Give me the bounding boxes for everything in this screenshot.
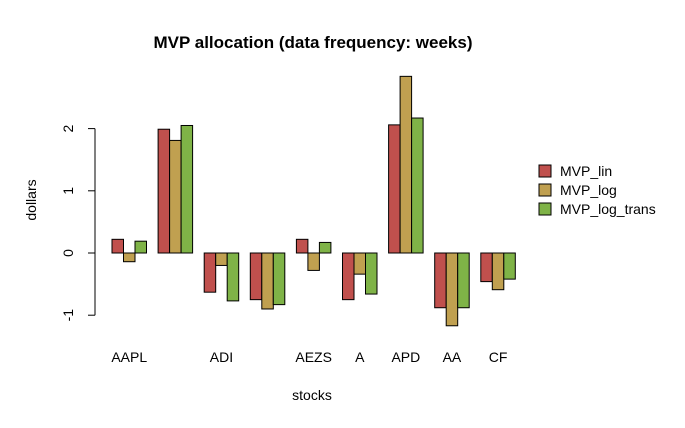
bar-MVP_log_trans-6 [411,117,424,254]
chart-title: MVP allocation (data frequency: weeks) [154,33,473,52]
y-tick-label: 2 [60,124,76,132]
y-axis: -1 0 1 2 [60,124,96,322]
bar-MVP_lin-0 [111,238,124,254]
bar-MVP_log_trans-2 [226,252,240,302]
bar-MVP_lin-1 [157,128,171,254]
legend-swatch-MVP_lin [538,164,552,178]
bar-MVP_lin-7 [434,252,447,309]
bar-MVP_log-8 [491,252,505,291]
bar-MVP_lin-5 [342,252,355,301]
y-tick-label: 1 [60,187,76,195]
bar-MVP_lin-6 [388,124,401,254]
bar-MVP_log-7 [445,252,459,327]
bar-MVP_log_trans-7 [457,252,470,309]
bar-MVP_log_trans-5 [365,252,378,295]
legend: MVP_lin MVP_log MVP_log_trans [538,163,656,217]
x-tick-label: A [355,349,365,365]
bar-MVP_log-0 [123,252,136,263]
bar-MVP_log_trans-0 [134,240,147,254]
bar-MVP_log_trans-1 [180,124,194,254]
bars-group [111,75,516,327]
x-tick-label: AAPL [111,349,147,365]
bar-MVP_log-3 [261,252,274,310]
bar-MVP_lin-3 [249,252,263,301]
x-tick-label: AA [443,349,462,365]
bar-MVP_log-2 [215,252,228,266]
bar-MVP_log-5 [353,252,366,275]
bar-MVP_log_trans-8 [503,252,516,280]
x-tick-labels: AAPL ADI AEZS A APD AA CF [111,349,507,365]
legend-label-MVP_log: MVP_log [560,182,617,198]
bar-MVP_lin-8 [480,252,493,283]
bar-MVP_log_trans-4 [318,241,332,254]
bar-MVP_log-1 [169,139,182,254]
legend-label-MVP_log_trans: MVP_log_trans [560,201,656,217]
legend-swatch-MVP_log [538,183,552,197]
x-axis-title: stocks [292,387,332,403]
legend-label-MVP_lin: MVP_lin [560,163,612,179]
y-tick-label: -1 [60,309,76,322]
x-tick-label: AEZS [295,349,332,365]
bar-MVP_log-4 [307,252,320,271]
y-tick-label: 0 [60,249,76,257]
x-tick-label: APD [391,349,420,365]
bar-MVP_lin-4 [295,238,309,254]
bar-MVP_log-6 [399,75,413,254]
bar-MVP_log_trans-3 [272,252,286,306]
x-tick-label: CF [489,349,508,365]
bar-MVP_lin-2 [203,252,217,293]
y-axis-title: dollars [23,179,39,220]
x-tick-label: ADI [210,349,233,365]
legend-swatch-MVP_log_trans [538,202,552,216]
